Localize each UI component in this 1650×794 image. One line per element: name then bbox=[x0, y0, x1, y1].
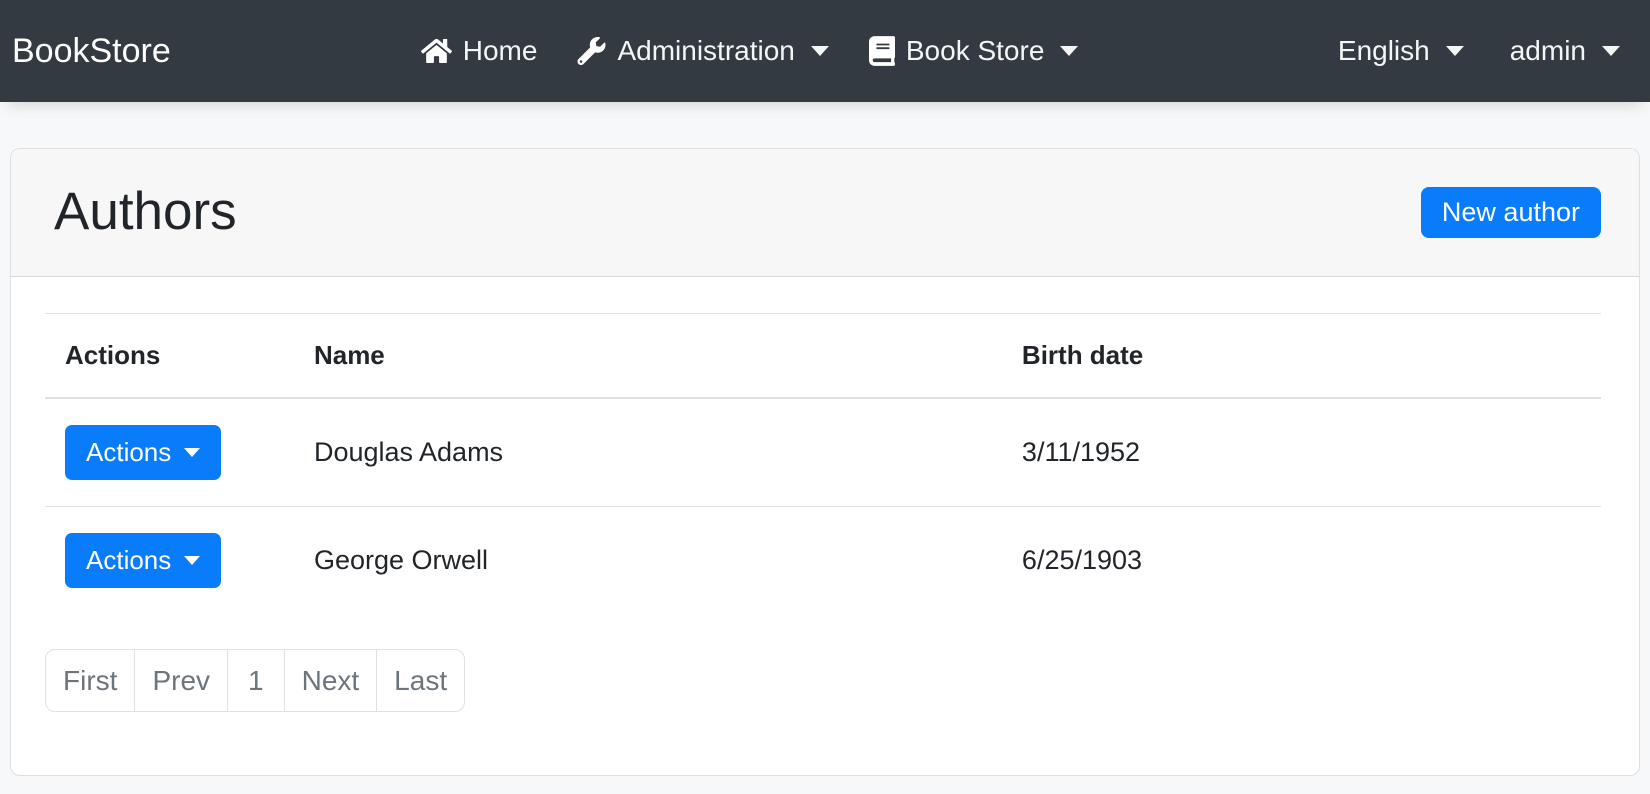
page-content: Authors New author Actions Name Birth da… bbox=[0, 102, 1650, 776]
author-name-cell: George Orwell bbox=[293, 506, 1002, 614]
table-row: Actions George Orwell 6/25/1903 bbox=[45, 506, 1601, 614]
author-name-cell: Douglas Adams bbox=[293, 397, 1002, 507]
language-label: English bbox=[1337, 35, 1430, 66]
nav-home-label: Home bbox=[462, 35, 538, 66]
brand-link[interactable]: BookStore bbox=[12, 31, 171, 70]
user-dropdown[interactable]: admin bbox=[1510, 35, 1620, 67]
caret-down-icon bbox=[184, 556, 201, 565]
nav-book-store-label: Book Store bbox=[905, 35, 1045, 66]
row-actions-button[interactable]: Actions bbox=[65, 533, 222, 588]
col-header-actions: Actions bbox=[45, 313, 294, 399]
authors-card: Authors New author Actions Name Birth da… bbox=[10, 148, 1640, 776]
authors-card-header: Authors New author bbox=[11, 149, 1639, 277]
new-author-button[interactable]: New author bbox=[1420, 187, 1601, 238]
wrench-icon bbox=[577, 37, 606, 65]
nav-administration[interactable]: Administration bbox=[577, 35, 829, 67]
row-actions-label: Actions bbox=[86, 545, 172, 575]
pagination-page-1[interactable]: 1 bbox=[227, 649, 285, 712]
caret-down-icon bbox=[1602, 46, 1620, 56]
caret-down-icon bbox=[810, 46, 829, 56]
nav-administration-label: Administration bbox=[617, 35, 795, 66]
language-dropdown[interactable]: English bbox=[1338, 35, 1464, 67]
table-header-row: Actions Name Birth date bbox=[45, 313, 1601, 399]
pagination-last[interactable]: Last bbox=[376, 649, 466, 712]
home-icon bbox=[420, 37, 452, 65]
caret-down-icon bbox=[1445, 46, 1464, 56]
pagination: First Prev 1 Next Last bbox=[45, 649, 466, 712]
caret-down-icon bbox=[1060, 46, 1079, 56]
author-birth-date-cell: 3/11/1952 bbox=[1001, 397, 1601, 507]
col-header-name: Name bbox=[293, 313, 1002, 399]
table-row: Actions Douglas Adams 3/11/1952 bbox=[45, 397, 1601, 507]
book-icon bbox=[868, 36, 895, 66]
navbar-right-menu: English admin bbox=[1338, 35, 1620, 67]
pagination-prev[interactable]: Prev bbox=[134, 649, 229, 712]
user-label: admin bbox=[1509, 35, 1586, 66]
row-actions-label: Actions bbox=[86, 437, 172, 467]
top-navbar: BookStore Home Administration Book Store… bbox=[0, 0, 1650, 102]
authors-card-body: Actions Name Birth date Actions Dou bbox=[11, 277, 1639, 775]
nav-home[interactable]: Home bbox=[420, 35, 538, 67]
author-birth-date-cell: 6/25/1903 bbox=[1001, 506, 1601, 614]
pagination-first[interactable]: First bbox=[45, 649, 136, 712]
authors-table: Actions Name Birth date Actions Dou bbox=[45, 313, 1601, 614]
page-title: Authors bbox=[54, 182, 237, 242]
caret-down-icon bbox=[184, 448, 201, 457]
nav-book-store[interactable]: Book Store bbox=[868, 35, 1079, 67]
col-header-birth-date: Birth date bbox=[1001, 313, 1601, 399]
pagination-next[interactable]: Next bbox=[283, 649, 378, 712]
row-actions-button[interactable]: Actions bbox=[65, 425, 222, 480]
main-menu: Home Administration Book Store bbox=[420, 35, 1079, 67]
